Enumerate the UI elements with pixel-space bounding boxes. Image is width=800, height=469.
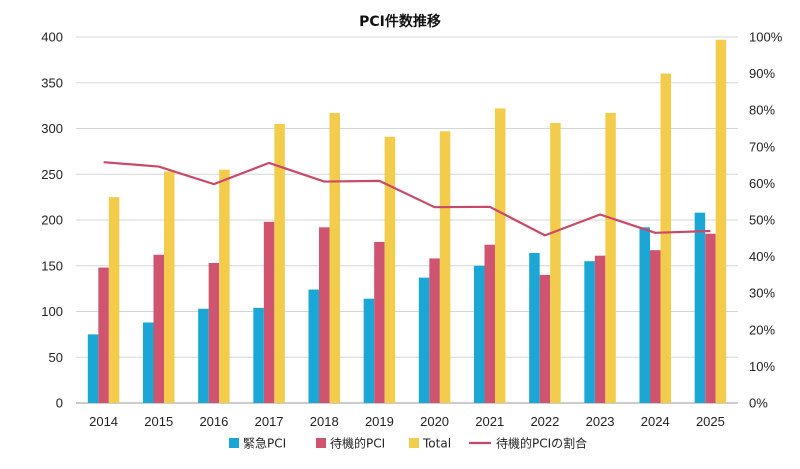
bar-elective <box>319 227 330 403</box>
y-right-tick-label: 100% <box>749 30 783 45</box>
bar-total <box>108 197 120 403</box>
x-tick-label: 2022 <box>530 414 559 429</box>
y-left-tick-label: 400 <box>41 30 63 45</box>
x-ticks: 2014 2015 2016 2017 2018 2019 2020 2021 2022 2023… <box>89 414 725 429</box>
bar-total <box>660 73 671 403</box>
bar-elective <box>484 244 495 403</box>
legend-total-label: Total <box>422 437 451 451</box>
bar-emergency <box>418 277 430 403</box>
bars <box>87 39 727 404</box>
bar-elective <box>208 263 220 403</box>
bar-emergency <box>143 322 154 403</box>
y-left-tick-label: 150 <box>41 258 63 273</box>
y-left-tick-label: 300 <box>41 121 63 136</box>
bar-emergency <box>584 261 595 403</box>
y-right-ticks: 0% 10% 20% 30% 40% 50% 60% 70% 80% 90% 100% <box>749 30 783 411</box>
y-right-tick-label: 80% <box>749 103 775 118</box>
x-tick-label: 2018 <box>310 414 339 429</box>
bar-emergency <box>87 334 99 403</box>
gridlines <box>76 36 738 404</box>
bar-emergency <box>308 289 319 403</box>
legend-ratio-label: 待機的PCIの割合 <box>496 436 587 451</box>
x-tick-label: 2024 <box>641 414 670 429</box>
legend-total: Total <box>409 437 451 451</box>
bar-total <box>274 123 285 404</box>
bar-emergency <box>639 227 650 403</box>
x-tick-label: 2023 <box>586 414 615 429</box>
bar-emergency <box>694 212 706 403</box>
y-left-tick-label: 0 <box>56 396 63 411</box>
bar-elective <box>594 255 606 403</box>
bar-total <box>164 171 175 403</box>
y-right-tick-label: 20% <box>749 322 775 337</box>
legend-elective: 待機的PCI <box>316 436 385 451</box>
y-left-ticks: 0 50 100 150 200 250 300 350 400 <box>41 30 63 411</box>
bar-total <box>439 131 451 403</box>
bar-emergency <box>253 307 264 403</box>
bar-emergency <box>474 265 485 403</box>
y-left-tick-label: 100 <box>41 304 63 319</box>
legend-elective-swatch <box>316 438 326 448</box>
legend-total-swatch <box>409 438 419 448</box>
x-tick-label: 2014 <box>89 414 118 429</box>
legend-elective-label: 待機的PCI <box>330 436 385 451</box>
bar-elective <box>539 274 551 403</box>
bar-elective <box>98 267 109 403</box>
ratio-line <box>103 161 711 237</box>
bar-elective <box>263 221 275 403</box>
bar-elective <box>705 233 716 403</box>
chart-title: PCI件数推移 <box>359 13 441 30</box>
legend: 緊急PCI 待機的PCI Total 待機的PCIの割合 <box>229 436 587 451</box>
x-tick-label: 2019 <box>365 414 394 429</box>
bar-elective <box>374 241 385 403</box>
ratio-line-path <box>103 161 711 237</box>
bar-total <box>219 169 230 403</box>
y-left-tick-label: 50 <box>49 350 63 365</box>
legend-emergency: 緊急PCI <box>229 436 286 451</box>
bar-total <box>329 112 340 403</box>
bar-elective <box>153 254 164 403</box>
y-right-tick-label: 70% <box>749 139 775 154</box>
x-tick-label: 2016 <box>199 414 228 429</box>
y-left-tick-label: 200 <box>41 213 63 228</box>
x-tick-label: 2017 <box>255 414 284 429</box>
bar-total <box>495 108 506 404</box>
bar-emergency <box>198 308 209 403</box>
y-right-tick-label: 90% <box>749 66 775 81</box>
legend-emergency-label: 緊急PCI <box>243 436 286 451</box>
bar-total <box>605 112 616 403</box>
legend-emergency-swatch <box>229 438 239 448</box>
x-tick-label: 2025 <box>696 414 725 429</box>
bar-emergency <box>529 252 540 403</box>
y-left-tick-label: 250 <box>41 167 63 182</box>
x-tick-label: 2015 <box>144 414 173 429</box>
y-right-tick-label: 60% <box>749 176 775 191</box>
y-right-tick-label: 10% <box>749 359 775 374</box>
y-left-tick-label: 350 <box>41 75 63 90</box>
legend-ratio: 待機的PCIの割合 <box>469 436 587 451</box>
x-tick-label: 2020 <box>420 414 449 429</box>
y-right-tick-label: 30% <box>749 286 775 301</box>
bar-elective <box>429 258 440 403</box>
bar-total <box>550 123 561 403</box>
bar-emergency <box>363 298 375 403</box>
y-right-tick-label: 50% <box>749 213 775 228</box>
bar-total <box>715 39 727 404</box>
y-right-tick-label: 0% <box>749 396 768 411</box>
y-right-tick-label: 40% <box>749 249 775 264</box>
x-tick-label: 2021 <box>475 414 504 429</box>
bar-elective <box>650 250 661 403</box>
bar-total <box>384 136 396 404</box>
